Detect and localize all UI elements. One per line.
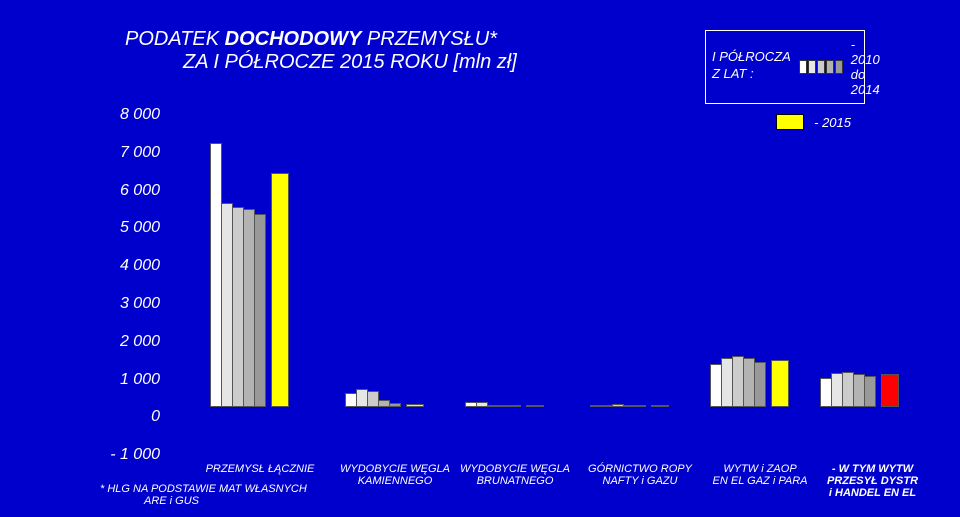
title-part-a: PODATEK <box>125 28 225 50</box>
y-tick-label: 7 000 <box>120 144 160 162</box>
legend-range-row: I PÓŁROCZA Z LAT : - 2010 do 2014 <box>705 30 865 104</box>
legend-swatch-group <box>799 60 843 74</box>
legend-swatch <box>799 60 807 74</box>
bar-current <box>651 405 669 407</box>
bar-history <box>634 405 646 407</box>
bar-group-brunatnego <box>465 402 543 408</box>
title-line-1: PODATEK DOCHODOWY PRZEMYSŁU* <box>125 28 517 51</box>
title-part-c: PRZEMYSŁU* <box>361 28 497 50</box>
y-tick-label: 5 000 <box>120 219 160 237</box>
legend-swatch <box>835 60 843 74</box>
legend-swatch <box>817 60 825 74</box>
bar-group-wytw <box>710 356 788 407</box>
legend-swatch <box>808 60 816 74</box>
y-tick-label: 3 000 <box>120 295 160 313</box>
y-tick-label: 8 000 <box>120 106 160 124</box>
y-tick-label: 2 000 <box>120 333 160 351</box>
legend-header-1: I PÓŁROCZA <box>712 50 791 65</box>
legend-range-label: - 2010 do 2014 <box>851 37 880 97</box>
bar-group-kamiennego <box>345 389 423 407</box>
plot-area <box>170 105 900 445</box>
x-label-kamiennego: WYDOBYCIE WĘGLAKAMIENNEGO <box>335 463 455 487</box>
bar-history <box>389 403 401 408</box>
legend-swatch <box>826 60 834 74</box>
y-tick-label: - 1 000 <box>110 446 160 464</box>
x-label-przesyl: - W TYM WYTWPRZESYŁ DYSTRi HANDEL EN EL <box>810 463 935 499</box>
x-label-brunatnego: WYDOBYCIE WĘGLABRUNATNEGO <box>455 463 575 487</box>
bar-history <box>254 214 266 407</box>
y-tick-label: 1 000 <box>120 371 160 389</box>
y-tick-label: 6 000 <box>120 182 160 200</box>
bar-history <box>754 362 766 407</box>
bar-current <box>526 405 544 407</box>
title-line-2: ZA I PÓŁROCZE 2015 ROKU [mln zł] <box>125 51 517 74</box>
chart-title: PODATEK DOCHODOWY PRZEMYSŁU* ZA I PÓŁROC… <box>125 28 517 74</box>
x-label-ropy: GÓRNICTWO ROPYNAFTY i GAZU <box>580 463 700 487</box>
x-label-przemysl: PRZEMYSŁ ŁĄCZNIE <box>200 463 320 475</box>
bar-current <box>771 360 789 407</box>
bar-special <box>881 374 899 407</box>
bar-history <box>509 405 521 407</box>
x-axis-labels: PRZEMYSŁ ŁĄCZNIE WYDOBYCIE WĘGLAKAMIENNEG… <box>170 457 900 507</box>
y-tick-label: 4 000 <box>120 257 160 275</box>
bar-history <box>864 376 876 407</box>
bar-current <box>271 173 289 407</box>
bar-group-przemysl <box>210 143 288 408</box>
legend-header-2: Z LAT : <box>712 67 791 82</box>
y-tick-label: 0 <box>151 408 160 426</box>
title-part-b: DOCHODOWY <box>225 28 362 50</box>
x-label-wytw: WYTW i ZAOPEN EL GAZ i PARA <box>700 463 820 487</box>
chart-stage: PODATEK DOCHODOWY PRZEMYSŁU* ZA I PÓŁROC… <box>0 0 960 517</box>
bar-group-przesyl <box>820 372 898 407</box>
bar-group-ropy <box>590 404 668 407</box>
bar-current <box>406 404 424 407</box>
